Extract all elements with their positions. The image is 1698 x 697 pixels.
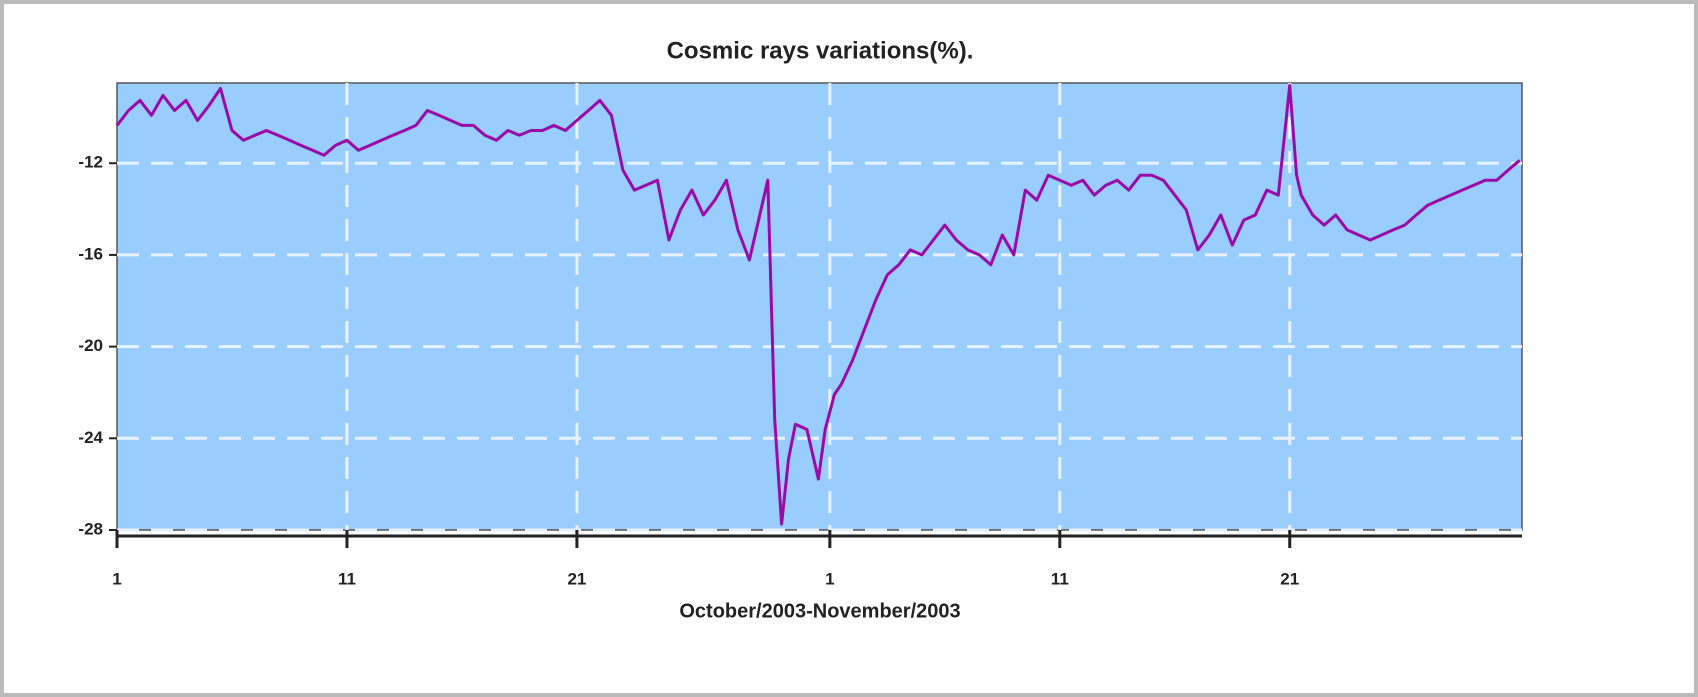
- x-tick-label: 1: [112, 569, 121, 588]
- chart-title: Cosmic rays variations(%).: [667, 37, 974, 64]
- data-line: [115, 84, 1521, 526]
- y-tick-label: -24: [78, 428, 103, 447]
- y-tick-label: -20: [78, 336, 103, 355]
- x-axis-label: October/2003-November/2003: [679, 600, 960, 622]
- x-tick-label: 21: [567, 569, 586, 588]
- x-tick-label: 11: [1051, 569, 1069, 588]
- plot-area: [116, 82, 1523, 531]
- x-tick-label: 1: [825, 569, 834, 588]
- x-tick-label: 11: [338, 569, 356, 588]
- y-tick-label: -12: [78, 153, 103, 172]
- y-tick-label: -16: [78, 244, 103, 263]
- y-tick-label: -28: [78, 519, 103, 538]
- x-tick-label: 21: [1280, 569, 1299, 588]
